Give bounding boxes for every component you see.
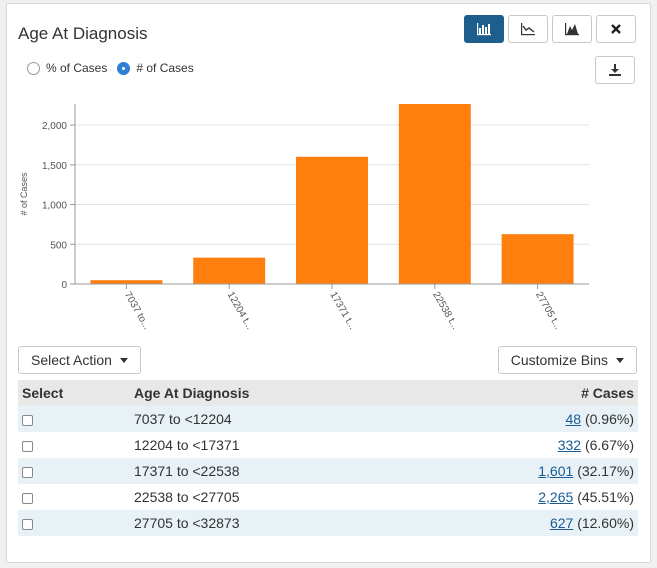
bar [501, 234, 574, 284]
cases-cell: 332 (6.67%) [406, 432, 638, 458]
bar [193, 257, 266, 284]
select-header: Select [22, 385, 64, 401]
close-button[interactable] [596, 15, 636, 43]
case-percent: (32.17%) [577, 463, 634, 479]
x-tick-label: 12204 t... [225, 290, 255, 332]
download-button[interactable] [595, 56, 635, 84]
table-row: 7037 to <12204 48 (0.96%) [18, 406, 638, 432]
count-cases-label: # of Cases [136, 61, 194, 75]
age-range-cell: 27705 to <32873 [134, 515, 240, 531]
download-icon [609, 64, 621, 76]
cases-cell: 627 (12.60%) [406, 510, 638, 536]
age-range-cell: 22538 to <27705 [134, 489, 240, 505]
row-checkbox[interactable] [22, 440, 33, 452]
case-count-link[interactable]: 627 [549, 515, 574, 531]
age-header: Age At Diagnosis [134, 385, 250, 401]
bar [90, 280, 163, 284]
y-tick-label: 500 [50, 240, 67, 251]
table-row: 27705 to <32873 627 (12.60%) [18, 510, 638, 536]
table-row: 22538 to <27705 2,265 (45.51%) [18, 484, 638, 510]
cases-cell: 2,265 (45.51%) [406, 484, 638, 510]
case-percent: (6.67%) [584, 437, 634, 453]
select-action-dropdown[interactable]: Select Action [18, 346, 141, 374]
bar [398, 104, 471, 284]
y-tick-label: 1,000 [42, 201, 67, 212]
table-header-row: Select Age At Diagnosis # Cases [18, 380, 638, 406]
row-checkbox[interactable] [22, 466, 33, 478]
area-chart-icon [565, 23, 579, 36]
line-chart-button[interactable] [508, 15, 548, 43]
row-checkbox[interactable] [22, 492, 33, 504]
bins-table: Select Age At Diagnosis # Cases 7037 to … [18, 380, 638, 536]
y-tick-label: 0 [61, 280, 67, 291]
y-tick-label: 2,000 [42, 121, 67, 132]
case-percent: (0.96%) [584, 411, 634, 427]
case-count-link[interactable]: 332 [557, 437, 582, 453]
table-row: 12204 to <17371 332 (6.67%) [18, 432, 638, 458]
area-chart-button[interactable] [552, 15, 592, 43]
cases-mode-radio-group: % of Cases # of Cases [27, 61, 204, 75]
caret-down-icon [119, 357, 128, 363]
customize-bins-label: Customize Bins [510, 352, 608, 368]
count-cases-radio[interactable] [117, 61, 131, 75]
cases-cell: 48 (0.96%) [406, 406, 638, 432]
bar [296, 156, 368, 284]
bar-chart-button[interactable] [464, 15, 504, 43]
x-tick-label: 7037 to... [122, 290, 152, 332]
close-icon [611, 24, 621, 34]
row-checkbox[interactable] [22, 414, 33, 426]
table-row: 17371 to <22538 1,601 (32.17%) [18, 458, 638, 484]
customize-bins-dropdown[interactable]: Customize Bins [497, 346, 637, 374]
bar-chart-icon [477, 23, 491, 36]
x-tick-label: 22538 t... [430, 290, 460, 332]
select-action-label: Select Action [31, 352, 112, 368]
y-axis-label: # of Cases [19, 172, 29, 216]
age-range-cell: 12204 to <17371 [134, 437, 240, 453]
cases-cell: 1,601 (32.17%) [406, 458, 638, 484]
caret-down-icon [616, 357, 624, 363]
age-range-cell: 7037 to <12204 [134, 411, 232, 427]
percent-cases-radio[interactable] [27, 61, 40, 75]
case-percent: (12.60%) [577, 515, 634, 531]
age-range-cell: 17371 to <22538 [134, 463, 240, 479]
age-at-diagnosis-card: Age At Diagnosis [6, 3, 651, 563]
percent-cases-label: % of Cases [46, 61, 108, 75]
case-percent: (45.51%) [577, 489, 634, 505]
case-count-link[interactable]: 48 [565, 411, 582, 427]
card-title: Age At Diagnosis [18, 24, 148, 43]
row-checkbox[interactable] [22, 518, 33, 530]
case-count-link[interactable]: 2,265 [538, 489, 574, 505]
x-tick-label: 17371 t... [327, 290, 357, 332]
line-chart-icon [521, 23, 535, 36]
x-tick-label: 27705 t... [533, 290, 563, 332]
y-tick-label: 1,500 [42, 161, 67, 172]
case-count-link[interactable]: 1,601 [538, 463, 574, 479]
cases-header: # Cases [581, 385, 634, 401]
age-histogram-chart: 0 500 1,000 1,500 2,000 # of Cases 7037 to... 1… [19, 104, 589, 332]
